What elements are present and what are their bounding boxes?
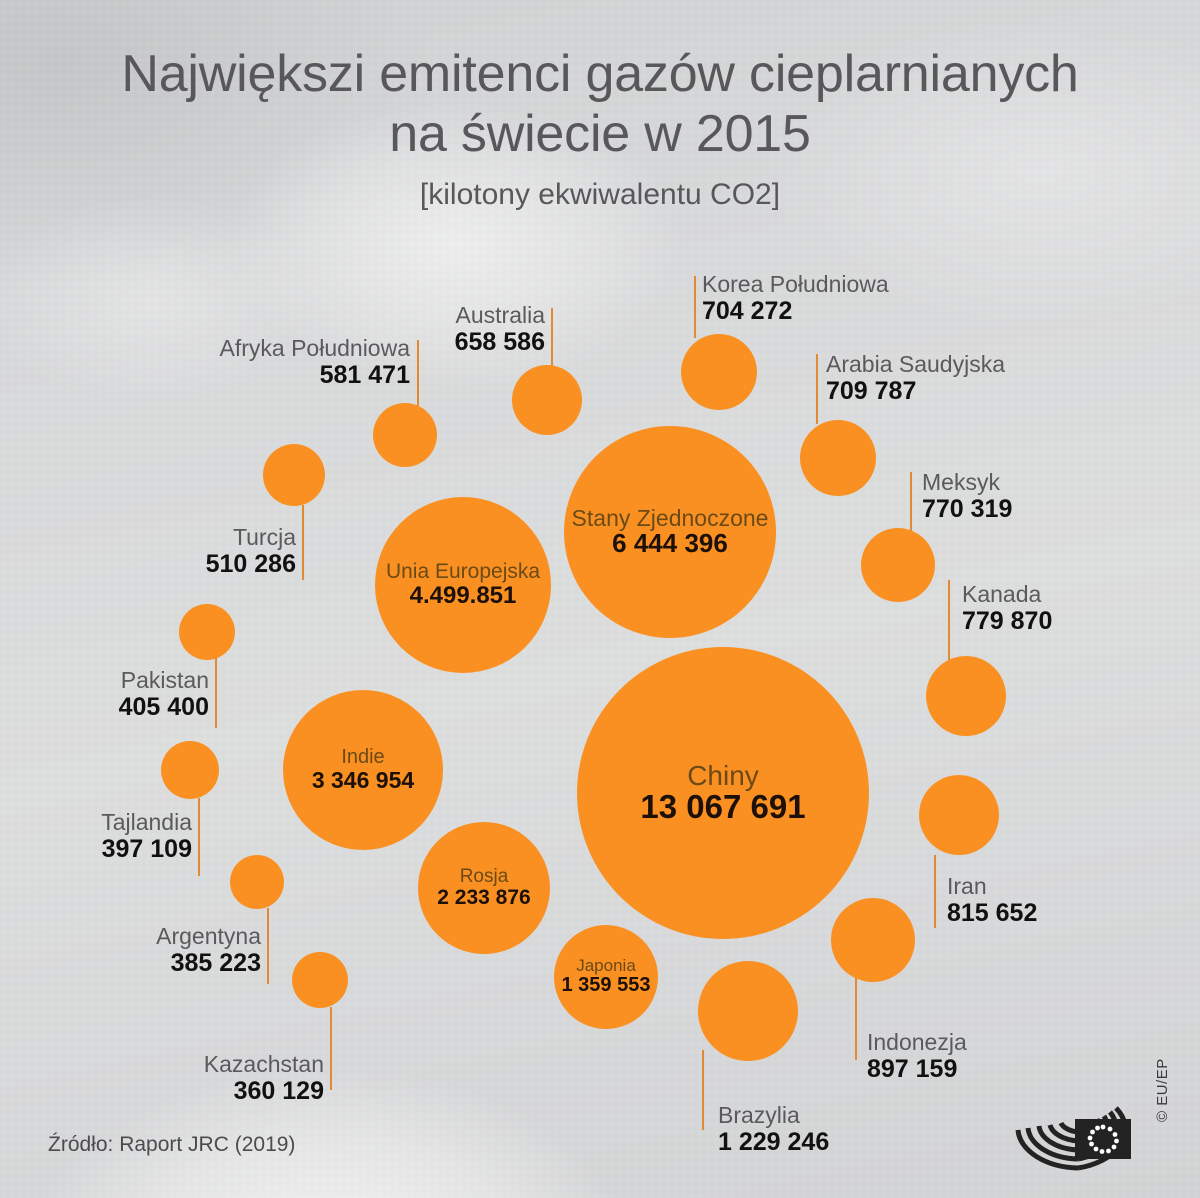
label-name: Afryka Południowa — [219, 335, 411, 361]
label-iran: Iran 815 652 — [947, 874, 1037, 927]
bubble-indie[interactable]: Indie 3 346 954 — [283, 690, 443, 850]
label-argentyna: Argentyna 385 223 — [156, 924, 261, 977]
label-value: 510 286 — [205, 549, 296, 578]
leader-line-australia — [551, 308, 553, 368]
label-value: 770 319 — [922, 494, 1013, 523]
bubble-australia[interactable] — [512, 365, 582, 435]
leader-line-tajlandia — [198, 798, 200, 876]
copyright-text: © EU/EP — [1154, 1058, 1171, 1122]
bubble-label-name: Unia Europejska — [385, 560, 541, 584]
leader-line-iran — [934, 855, 936, 928]
label-name: Kanada — [962, 581, 1042, 607]
leader-line-turcja — [302, 505, 304, 580]
label-name: Meksyk — [922, 469, 1000, 495]
bubble-label-name: Japonia — [576, 956, 636, 976]
label-value: 397 109 — [101, 834, 192, 863]
bubble-label-name: Indie — [341, 746, 385, 769]
label-meksyk: Meksyk 770 319 — [922, 470, 1012, 523]
label-name: Brazylia — [718, 1102, 800, 1128]
bubble-meksyk[interactable] — [861, 528, 935, 602]
bubble-stany-zjednoczone[interactable]: Stany Zjednoczone 6 444 396 — [564, 426, 776, 638]
leader-line-indonezja — [855, 975, 857, 1060]
bubble-label-value: 1 359 553 — [561, 974, 651, 997]
label-name: Iran — [947, 873, 987, 899]
leader-line-korea-poludniowa — [694, 276, 696, 338]
label-value: 897 159 — [867, 1054, 958, 1083]
bubble-arabia-saudyjska[interactable] — [800, 420, 876, 496]
leader-line-meksyk — [910, 472, 912, 532]
label-tajlandia: Tajlandia 397 109 — [101, 810, 192, 863]
page-subtitle: [kilotony ekwiwalentu CO2] — [419, 178, 781, 211]
label-brazylia: Brazylia 1 229 246 — [718, 1103, 829, 1156]
leader-line-afryka-poludniowa — [417, 340, 419, 406]
leader-line-arabia-saudyjska — [816, 354, 818, 424]
leader-line-brazylia — [702, 1050, 704, 1130]
page-title-line-2: na świecie w 2015 — [389, 105, 811, 163]
leader-line-kazachstan — [330, 1007, 332, 1090]
label-kazachstan: Kazachstan 360 129 — [204, 1052, 324, 1105]
bubble-argentyna[interactable] — [230, 855, 284, 909]
label-value: 385 223 — [170, 948, 261, 977]
bubble-tajlandia[interactable] — [161, 741, 219, 799]
leader-line-argentyna — [267, 908, 269, 984]
bubble-label-name: Chiny — [687, 759, 759, 791]
label-value: 360 129 — [233, 1076, 324, 1105]
label-korea-poludniowa: Korea Południowa 704 272 — [702, 272, 889, 325]
bubble-indonezja[interactable] — [831, 898, 915, 982]
bubble-label-name: Rosja — [459, 865, 509, 887]
label-value: 709 787 — [826, 376, 917, 405]
label-value: 779 870 — [962, 606, 1053, 635]
ep-hemicycle-icon — [1015, 1106, 1131, 1171]
bubble-turcja[interactable] — [263, 444, 325, 506]
label-pakistan: Pakistan 405 400 — [119, 668, 209, 721]
label-value: 581 471 — [319, 360, 410, 389]
label-name: Kazachstan — [203, 1051, 324, 1077]
label-name: Korea Południowa — [702, 271, 889, 297]
bubble-unia-europejska[interactable]: Unia Europejska 4.499.851 — [375, 497, 551, 673]
bubble-kazachstan[interactable] — [292, 952, 348, 1008]
label-australia: Australia 658 586 — [455, 303, 545, 356]
bubble-label-value: 3 346 954 — [311, 767, 415, 794]
label-name: Turcja — [232, 524, 296, 550]
label-afryka-poludniowa: Afryka Południowa 581 471 — [220, 336, 411, 389]
bubble-label-value: 6 444 396 — [612, 528, 728, 559]
european-parliament-logo: © EU/EP — [1012, 1058, 1182, 1182]
bubble-pakistan[interactable] — [179, 604, 235, 660]
bubble-label-value: 13 067 691 — [640, 788, 806, 826]
label-value: 704 272 — [702, 296, 793, 325]
label-kanada: Kanada 779 870 — [962, 582, 1052, 635]
bubble-japonia[interactable]: Japonia 1 359 553 — [554, 925, 658, 1029]
bubble-rosja[interactable]: Rosja 2 233 876 — [418, 822, 550, 954]
label-value: 658 586 — [454, 327, 545, 356]
bubble-brazylia[interactable] — [698, 961, 798, 1061]
label-name: Argentyna — [156, 923, 261, 949]
bubble-label-value: 2 233 876 — [437, 885, 531, 909]
leader-line-kanada — [948, 580, 950, 660]
bubble-kanada[interactable] — [926, 656, 1006, 736]
bubble-iran[interactable] — [919, 775, 999, 855]
bubble-label-name: Stany Zjednoczone — [571, 505, 769, 532]
source-note: Źródło: Raport JRC (2019) — [48, 1133, 296, 1156]
page-title-line-1: Największi emitenci gazów cieplarnianych — [121, 45, 1079, 103]
label-indonezja: Indonezja 897 159 — [867, 1030, 967, 1083]
label-name: Tajlandia — [101, 809, 192, 835]
bubble-korea-poludniowa[interactable] — [681, 334, 757, 410]
leader-line-pakistan — [215, 658, 217, 728]
bubble-chiny[interactable]: Chiny 13 067 691 — [577, 647, 869, 939]
eu-stars-icon — [1087, 1124, 1119, 1154]
header: Największi emitenci gazów cieplarnianych… — [0, 44, 1200, 212]
label-arabia-saudyjska: Arabia Saudyjska 709 787 — [826, 352, 1005, 405]
label-name: Australia — [455, 302, 545, 328]
bubble-label-value: 4.499.851 — [409, 582, 517, 610]
bubble-afryka-poludniowa[interactable] — [373, 403, 437, 467]
label-value: 815 652 — [947, 898, 1038, 927]
label-name: Indonezja — [867, 1029, 967, 1055]
label-value: 405 400 — [118, 692, 209, 721]
label-name: Arabia Saudyjska — [826, 351, 1005, 377]
label-turcja: Turcja 510 286 — [206, 525, 296, 578]
label-value: 1 229 246 — [718, 1127, 830, 1156]
label-name: Pakistan — [120, 667, 209, 693]
